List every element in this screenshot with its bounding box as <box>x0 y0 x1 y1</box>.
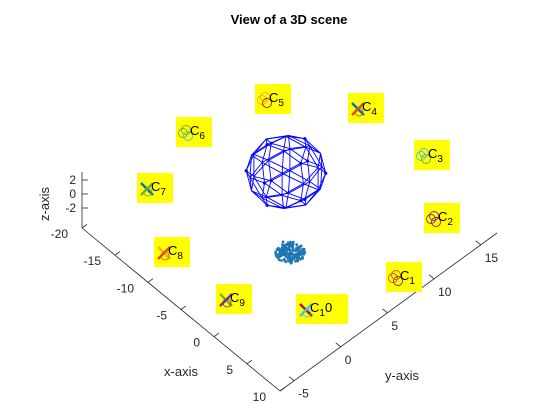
camera-label-main: C <box>230 290 239 305</box>
mesh-vertex <box>299 162 302 165</box>
camera-label-index: 2 <box>447 217 453 228</box>
cloud-point <box>282 241 285 244</box>
camera-label-main: C <box>269 90 278 105</box>
camera-label-index: 4 <box>371 107 377 118</box>
y-tick-label: 10 <box>438 285 452 299</box>
camera-label-index: 6 <box>199 131 205 142</box>
x-tick-label: -15 <box>84 254 102 268</box>
z-tick-label: 2 <box>69 173 76 187</box>
y-tick-label: 0 <box>345 353 352 367</box>
cloud-point <box>289 242 292 245</box>
mesh-vertex <box>303 198 306 201</box>
cloud-point <box>287 246 290 249</box>
camera-2: C2 <box>424 203 460 233</box>
camera-label-main: C <box>168 243 177 258</box>
x-tick-label: 10 <box>253 390 267 404</box>
mesh-vertex <box>266 204 269 207</box>
y-tick-label: 5 <box>391 319 398 333</box>
z-axis-label: z-axis <box>37 187 52 221</box>
cloud-point <box>291 245 294 248</box>
y-tick-label: -5 <box>298 387 309 401</box>
cloud-point <box>289 252 292 255</box>
camera-3: C3 <box>414 140 450 170</box>
x-axis-label: x-axis <box>164 364 198 379</box>
camera-1: C1 <box>386 262 422 292</box>
chart-title: View of a 3D scene <box>231 12 348 27</box>
camera-label-main: C <box>438 209 447 224</box>
camera-9: C9 <box>216 284 252 314</box>
cloud-point <box>290 259 293 262</box>
cloud-point <box>277 247 280 250</box>
camera-4: C4 <box>348 93 384 123</box>
cloud-point <box>295 243 298 246</box>
camera-label-index: 1 <box>409 276 415 287</box>
camera-5: C5 <box>255 84 291 114</box>
z-tick-label: 0 <box>69 187 76 201</box>
cloud-point <box>289 256 292 259</box>
camera-label-index: 9 <box>239 298 245 309</box>
cloud-point <box>280 259 283 262</box>
cloud-point <box>295 252 298 255</box>
camera-label-index: 8 <box>177 251 183 262</box>
z-tick-label: -2 <box>65 201 76 215</box>
x-tick-label: -5 <box>156 309 167 323</box>
camera-label-index: 3 <box>437 154 443 165</box>
camera-label-main: C <box>190 123 199 138</box>
mesh-vertex <box>263 181 266 184</box>
x-tick-label: 0 <box>193 336 200 350</box>
mesh-vertex <box>306 159 309 162</box>
y-axis-label: y-axis <box>385 368 419 383</box>
mesh-vertex <box>266 143 269 146</box>
camera-10: C10 <box>296 294 348 324</box>
camera-label-main: C <box>400 268 409 283</box>
cloud-point <box>281 247 284 250</box>
mesh-vertex <box>270 179 273 182</box>
camera-label-index: 5 <box>278 98 284 109</box>
camera-label-main: C <box>310 300 319 315</box>
mesh-vertex <box>324 172 327 175</box>
cloud-point <box>282 245 285 248</box>
camera-6: C6 <box>176 117 212 147</box>
cloud-point <box>281 254 284 257</box>
cloud-point <box>303 250 306 253</box>
cloud-point <box>278 258 281 261</box>
x-tick-label: 5 <box>226 363 233 377</box>
cloud-point <box>297 257 300 260</box>
x-tick-label: -10 <box>117 281 135 295</box>
camera-label-main: C <box>428 146 437 161</box>
camera-8: C8 <box>154 237 190 267</box>
cloud-point <box>296 248 299 251</box>
cloud-point <box>286 256 289 259</box>
cloud-point <box>293 249 296 252</box>
cloud-point <box>285 243 288 246</box>
cloud-point <box>283 259 286 262</box>
camera-label-main: C <box>362 99 371 114</box>
cloud-point <box>295 256 298 259</box>
x-tick-label: -20 <box>51 227 69 241</box>
mesh-vertex <box>303 137 306 140</box>
cloud-point <box>279 251 282 254</box>
mesh-vertex <box>270 142 273 145</box>
y-tick-label: 15 <box>485 251 499 265</box>
mesh-vertex <box>299 199 302 202</box>
camera-7: C7 <box>137 173 173 203</box>
mesh-vertex <box>245 169 248 172</box>
camera-label-tail: 0 <box>325 300 332 315</box>
camera-label-main: C <box>151 179 160 194</box>
cloud-point <box>294 260 297 263</box>
camera-label-index: 7 <box>160 187 166 198</box>
cloud-point <box>275 255 278 258</box>
